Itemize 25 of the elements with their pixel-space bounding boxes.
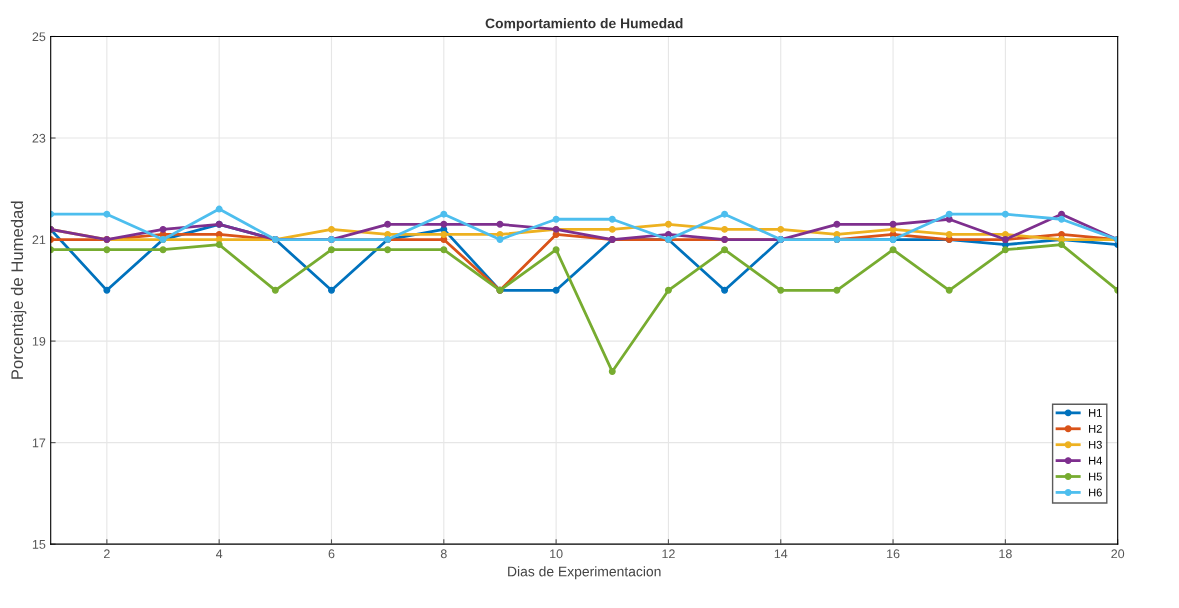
x-tick-label: 2 <box>104 549 110 559</box>
x-axis-title: Dias de Experimentacion <box>508 566 661 580</box>
x-tick-label: 10 <box>550 549 563 559</box>
y-axis-title: Porcentaje de Humedad <box>10 201 27 379</box>
legend-label: H6 <box>1089 488 1102 497</box>
legend-label: H2 <box>1089 424 1102 433</box>
legend-label: H5 <box>1089 472 1102 481</box>
y-tick-label: 25 <box>32 32 46 42</box>
y-tick-label: 17 <box>32 438 46 448</box>
x-tick-label: 4 <box>215 549 223 559</box>
y-tick-label: 21 <box>32 235 46 245</box>
y-tick-label: 19 <box>32 336 46 346</box>
chart-title: Comportamiento de Humedad <box>485 18 683 32</box>
x-tick-label: 18 <box>999 549 1012 559</box>
y-tick-label: 23 <box>32 133 46 143</box>
x-tick-label: 8 <box>440 549 447 559</box>
y-tick-label: 15 <box>32 540 46 549</box>
x-tick-label: 6 <box>328 549 335 559</box>
x-tick-label: 12 <box>662 549 675 559</box>
legend-label: H1 <box>1089 409 1102 417</box>
x-tick-label: 16 <box>887 549 900 559</box>
legend-label: H4 <box>1089 456 1103 465</box>
x-tick-label: 14 <box>774 549 788 559</box>
x-tick-label: 20 <box>1111 549 1125 559</box>
legend-label: H3 <box>1089 440 1102 449</box>
